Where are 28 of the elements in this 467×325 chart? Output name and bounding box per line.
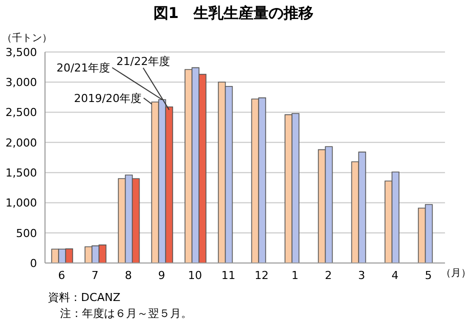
x-tick-label: 8 bbox=[124, 268, 132, 282]
x-tick-label: 11 bbox=[221, 268, 236, 282]
text: 21/22年度 bbox=[116, 54, 170, 68]
series-label: 2019/20年度 bbox=[74, 92, 142, 106]
x-tick-label: 9 bbox=[158, 268, 166, 282]
y-tick-label: 500 bbox=[16, 226, 37, 240]
y-tick-label: 3,500 bbox=[6, 46, 37, 59]
x-tick-label: 4 bbox=[392, 268, 398, 282]
text: 20/21年度 bbox=[56, 62, 110, 75]
x-tick-label: 12 bbox=[254, 268, 269, 282]
x-axis-title: （月） bbox=[441, 267, 467, 280]
x-tick-label: 6 bbox=[58, 268, 66, 282]
x-tick-label: 7 bbox=[92, 268, 98, 282]
y-tick-label: 0 bbox=[30, 256, 37, 270]
y-tick-label: 1,000 bbox=[6, 196, 37, 210]
y-axis-title: （千トン） bbox=[2, 32, 52, 45]
y-tick-label: 3,000 bbox=[6, 76, 37, 90]
y-tick-label: 2,500 bbox=[6, 106, 37, 120]
x-tick-label: 2 bbox=[324, 268, 332, 282]
text: 資料：DCANZ bbox=[48, 290, 120, 305]
text: 注：年度は６月～翌５月。 bbox=[60, 306, 192, 321]
x-tick-label: 10 bbox=[188, 268, 202, 282]
y-tick-label: 1,500 bbox=[6, 166, 37, 180]
x-tick-label: 3 bbox=[358, 268, 366, 282]
chart-title: 図1 生乳生産量の推移 bbox=[152, 4, 315, 23]
x-tick-label: 1 bbox=[292, 268, 298, 282]
y-tick-label: 2,000 bbox=[6, 136, 37, 150]
x-tick-label: 5 bbox=[424, 268, 432, 282]
